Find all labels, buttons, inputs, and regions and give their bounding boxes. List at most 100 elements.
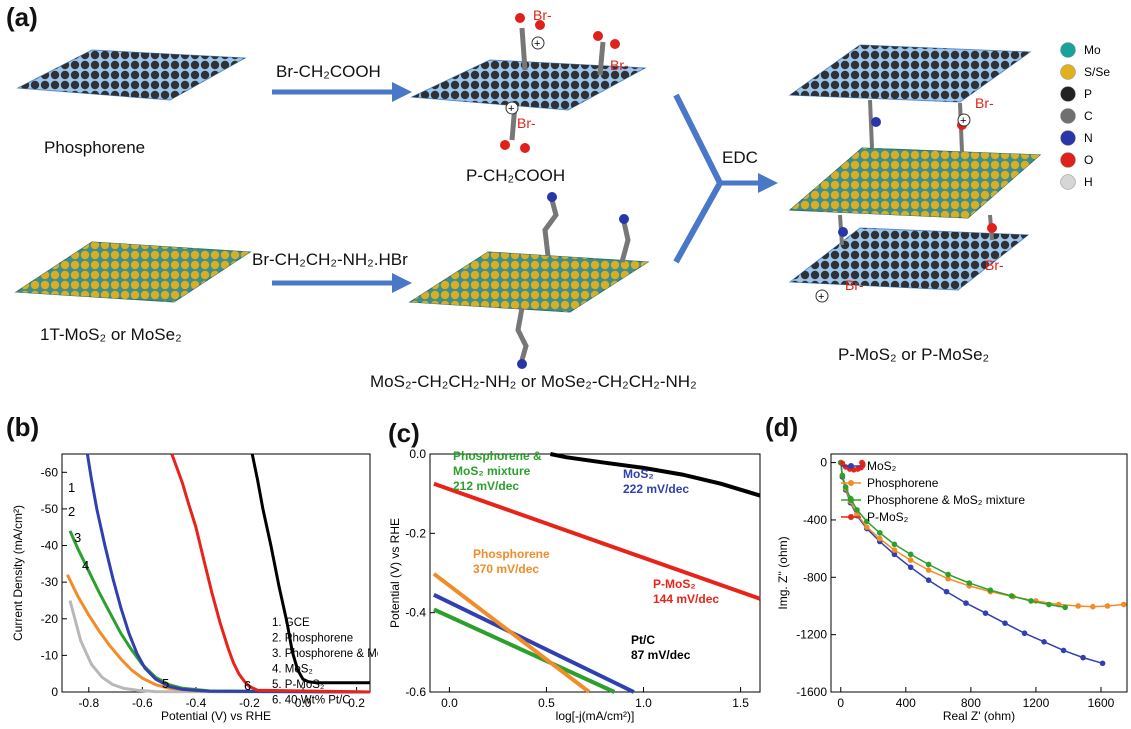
atom-legend-swatch <box>1060 64 1076 80</box>
legend-entry: 4. MoS₂ <box>272 664 313 676</box>
p-ch2cooh-sheet <box>410 13 647 153</box>
nyquist-point <box>891 547 898 553</box>
atom-legend-label: P <box>1084 87 1092 101</box>
tafel-line <box>432 572 591 694</box>
atom-legend-label: H <box>1084 175 1093 189</box>
curve-number: 6 <box>244 678 251 693</box>
edc-label: EDC <box>722 148 758 167</box>
tafel-line <box>433 593 635 694</box>
tafel-line <box>433 607 616 694</box>
y-tick-label: -800 <box>803 570 827 584</box>
plus-charge: + <box>508 103 514 115</box>
p-mos2-structure <box>788 44 1042 303</box>
nyquist-point <box>839 472 846 479</box>
plus-charge: + <box>818 291 824 303</box>
legend-entry: 3. Phosphorene & MoS₂ mixture <box>272 648 378 660</box>
nyquist-point <box>1041 639 1047 645</box>
x-tick-label: 1.5 <box>732 696 749 710</box>
lsv-curve <box>170 453 371 694</box>
y-axis-label: Potential (V) vs RHE <box>388 518 402 628</box>
x-tick-label: -0.4 <box>186 696 207 710</box>
panel-b-label: (b) <box>6 412 40 442</box>
nyquist-point <box>854 511 860 518</box>
phosphorene-sheet <box>16 49 247 101</box>
atom-legend-label: Mo <box>1084 43 1101 57</box>
atom-legend-swatch <box>1060 152 1076 168</box>
br-label: Br- <box>985 257 1004 273</box>
atom-legend-label: S/Se <box>1084 65 1110 79</box>
plot-frame <box>830 453 1128 693</box>
nyquist-point <box>863 524 870 530</box>
tafel-slope-label: 212 mV/dec <box>453 479 519 493</box>
nyquist-point <box>987 587 994 594</box>
curve-number: 1 <box>68 480 75 495</box>
chart-d-eis: 0 400 800 1200 1600 0 -400 -800 -1200 -1600 Real Z… <box>776 453 1128 723</box>
y-tick-label: -20 <box>41 612 59 626</box>
lsv-curve <box>68 600 371 694</box>
y-tick-label: -1200 <box>796 628 827 642</box>
nyquist-point <box>1120 601 1127 608</box>
curve-number: 5 <box>162 676 169 691</box>
nyquist-point <box>1080 654 1086 661</box>
tafel-line <box>433 481 761 601</box>
curve-number: 2 <box>68 504 75 519</box>
nyquist-point <box>859 459 865 466</box>
atom-legend-swatch <box>1060 42 1076 58</box>
series-label: Pt/C <box>631 633 655 647</box>
edc-merge-arrow <box>673 93 724 264</box>
nyquist-point <box>1008 593 1015 599</box>
atom-legend-swatch <box>1060 130 1076 146</box>
x-tick-label: 1600 <box>1088 696 1115 710</box>
atom-legend-label: N <box>1084 131 1093 145</box>
legend-entry: 5. P-MoS₂ <box>272 679 324 691</box>
series-label: Phosphorene & <box>453 449 542 463</box>
y-tick-label: -400 <box>803 513 827 527</box>
nyquist-point <box>907 564 914 571</box>
nyquist-point <box>1002 620 1008 626</box>
legend-entry: 1. GCE <box>272 617 310 629</box>
plus-charge: + <box>534 38 540 50</box>
curve-number: 3 <box>74 530 81 545</box>
tafel-slope-label: 222 mV/dec <box>623 482 689 496</box>
x-tick-label: 800 <box>961 696 981 710</box>
x-tick-label: 1200 <box>1023 696 1050 710</box>
nyquist-point <box>966 580 973 586</box>
reaction-scheme: Br- Br- Br- Br- Br- Br- + + + + Mo S/Se PC… <box>14 7 1110 369</box>
nyquist-point <box>863 518 870 525</box>
legend-entry: P-MoS₂ <box>867 510 909 524</box>
nyquist-point <box>907 557 914 563</box>
chart-c-tafel: 0.0 0.5 1.0 1.5 0.0 -0.2 -0.4 -0.6 log[-j(mA/cm²… <box>388 447 761 723</box>
nyquist-point <box>842 484 849 490</box>
nyquist-point <box>854 507 860 513</box>
x-tick-label: 0.2 <box>348 696 365 710</box>
nyquist-point <box>963 600 969 606</box>
nyquist-point <box>925 577 932 583</box>
y-tick-label: -50 <box>41 502 59 516</box>
br-label: Br- <box>845 277 864 293</box>
atom-legend-label: O <box>1084 153 1093 167</box>
legend-marker <box>848 480 854 486</box>
nyquist-point <box>943 588 950 595</box>
atom-legend-swatch <box>1060 108 1076 124</box>
tafel-line <box>549 452 761 498</box>
nyquist-point <box>945 575 951 582</box>
legend-entry: Phosphorene & MoS₂ mixture <box>867 493 1025 507</box>
br-label: Br- <box>610 57 629 73</box>
mos2-amine-sheet <box>408 192 650 369</box>
nyquist-point <box>1060 647 1067 654</box>
legend-marker <box>848 497 854 503</box>
nyquist-point <box>1099 660 1106 667</box>
plus-charge: + <box>960 115 966 127</box>
x-axis-label: Real Z' (ohm) <box>943 709 1015 723</box>
x-axis-label: Potential (V) vs RHE <box>161 709 271 723</box>
nyquist-point <box>1028 598 1034 604</box>
curve-number: 4 <box>82 558 89 573</box>
legend-entry: MoS₂ <box>867 459 897 473</box>
x-tick-label: -0.2 <box>239 696 260 710</box>
y-axis-label: Current Density (mA/cm²) <box>11 505 25 641</box>
br-label: Br- <box>517 115 536 131</box>
atom-legend-label: C <box>1084 109 1093 123</box>
x-tick-label: -0.8 <box>78 696 99 710</box>
x-tick-label: 0 <box>837 696 844 710</box>
